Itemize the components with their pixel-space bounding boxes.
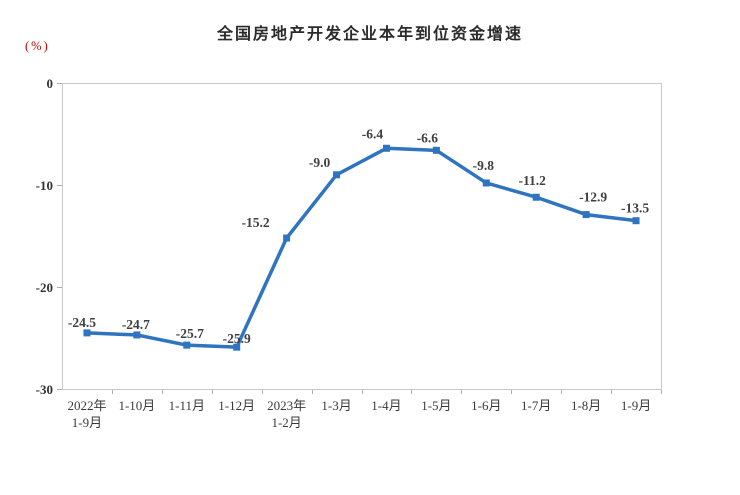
data-point-value-label: -25.9 (223, 331, 251, 346)
y-axis-tick-label: -10 (36, 178, 53, 193)
x-axis-category-label: 1-8月 (571, 398, 601, 413)
data-point-value-label: -25.7 (176, 326, 204, 341)
x-axis-category-label: 1-2月 (271, 415, 301, 430)
data-point-marker (532, 193, 540, 201)
x-axis-category-label: 1-10月 (118, 398, 155, 413)
x-axis-category-label: 2022年 (67, 398, 106, 413)
x-axis-category-label: 2023年 (267, 398, 306, 413)
x-axis-category-label: 1-6月 (471, 398, 501, 413)
data-point-value-label: -24.7 (122, 317, 150, 332)
x-axis-category-label: 1-5月 (421, 398, 451, 413)
x-axis-category-label: 1-9月 (72, 415, 102, 430)
data-point-value-label: -11.2 (519, 173, 547, 188)
data-point-marker (183, 341, 191, 349)
data-point-value-label: -6.6 (417, 130, 439, 145)
y-axis-tick-label: -20 (36, 280, 53, 295)
data-point-value-label: -9.0 (309, 155, 331, 170)
data-point-marker (432, 146, 440, 154)
data-point-marker (283, 234, 291, 242)
x-axis-category-label: 1-7月 (521, 398, 551, 413)
data-point-marker (582, 211, 590, 219)
data-point-value-label: -12.9 (579, 190, 607, 205)
x-axis-category-label: 1-12月 (218, 398, 255, 413)
x-axis-category-label: 1-11月 (169, 398, 205, 413)
data-point-value-label: -13.5 (621, 201, 649, 216)
data-point-marker (382, 144, 390, 152)
data-point-marker (233, 343, 241, 351)
data-point-value-label: -24.5 (68, 315, 96, 330)
y-axis-unit-label: (%) (25, 39, 50, 53)
data-point-value-label: -6.4 (362, 126, 384, 141)
data-point-marker (83, 329, 91, 337)
data-point-marker (482, 179, 490, 187)
chart-title: 全国房地产开发企业本年到位资金增速 (216, 26, 523, 43)
data-point-marker (333, 171, 341, 179)
data-point-value-label: -9.8 (473, 158, 495, 173)
data-point-marker (133, 331, 141, 339)
x-axis-category-label: 1-9月 (621, 398, 651, 413)
x-axis-category-label: 1-4月 (371, 398, 401, 413)
data-point-value-label: -15.2 (242, 215, 270, 230)
y-axis-tick-label: 0 (47, 76, 54, 91)
plot-area-border (62, 83, 662, 390)
x-axis-category-label: 1-3月 (321, 398, 351, 413)
line-series (85, 146, 638, 349)
y-axis-tick-label: -30 (36, 382, 53, 397)
data-point-marker (632, 217, 640, 225)
